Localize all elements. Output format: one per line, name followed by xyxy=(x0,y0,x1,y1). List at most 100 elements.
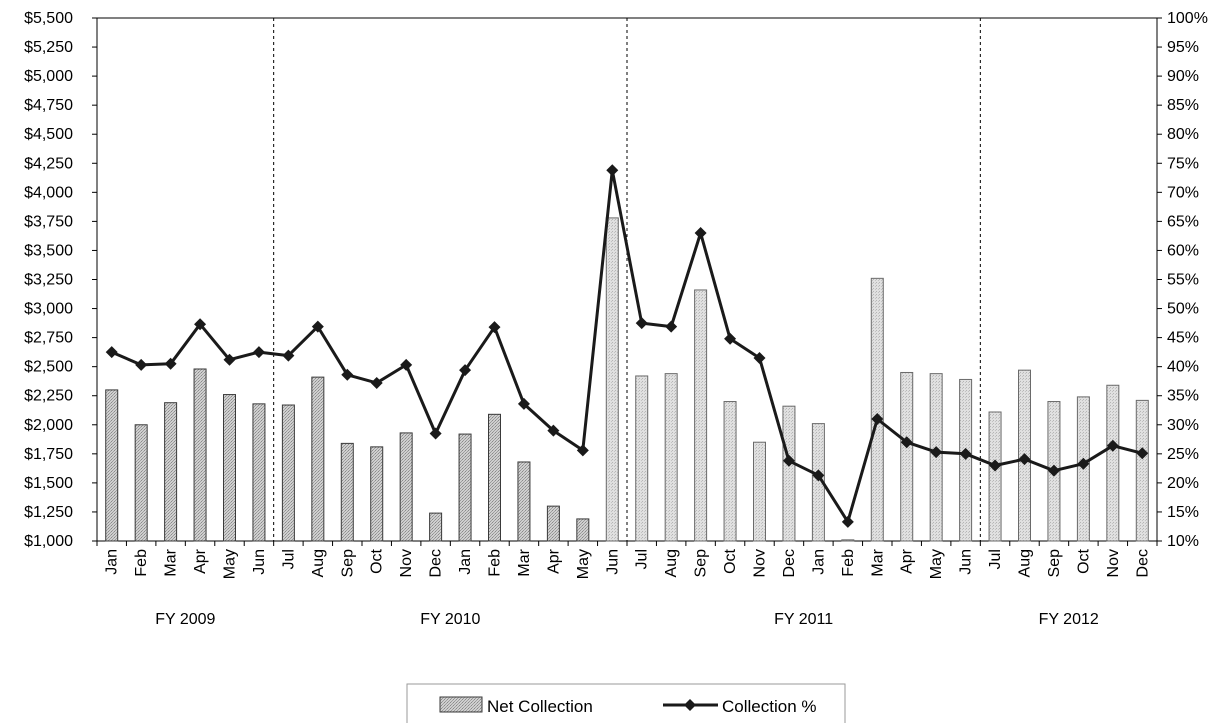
point-collection-pct xyxy=(400,358,413,371)
bar-net-collection xyxy=(635,375,649,542)
category-label: Dec xyxy=(428,549,445,577)
left-axis-tick-label: $4,750 xyxy=(24,97,73,114)
bar-net-collection xyxy=(723,401,737,542)
right-axis-tick-label: 45% xyxy=(1167,330,1199,347)
category-label: Nov xyxy=(1105,549,1122,577)
category-label: Feb xyxy=(133,549,150,577)
bar-net-collection xyxy=(370,446,384,542)
bar-net-collection xyxy=(753,441,766,542)
point-collection-pct xyxy=(665,320,678,333)
category-label: Dec xyxy=(1134,549,1151,577)
bar-net-collection xyxy=(900,371,914,542)
category-label: Aug xyxy=(663,549,680,577)
category-label: Sep xyxy=(339,549,356,578)
category-label: Feb xyxy=(487,549,504,577)
point-collection-pct xyxy=(606,164,619,177)
bar-net-collection xyxy=(458,433,472,542)
bar-net-collection xyxy=(281,404,295,542)
point-collection-pct xyxy=(930,446,943,459)
legend-label-collection-pct: Collection % xyxy=(722,697,817,716)
right-axis-tick-label: 25% xyxy=(1167,446,1199,463)
point-collection-pct xyxy=(635,317,648,330)
left-axis-tick-label: $3,250 xyxy=(24,272,73,289)
bar-net-collection xyxy=(1135,399,1149,542)
bar-net-collection xyxy=(988,411,1002,542)
right-axis-tick-label: 15% xyxy=(1167,504,1199,521)
bars-layer xyxy=(105,217,1149,542)
category-label: Feb xyxy=(840,549,857,577)
point-collection-pct xyxy=(900,436,913,449)
bar-net-collection xyxy=(664,373,678,542)
left-axis-tick-label: $3,500 xyxy=(24,242,73,259)
point-collection-pct xyxy=(223,353,236,366)
bar-net-collection xyxy=(488,413,501,542)
category-label: Mar xyxy=(516,548,533,576)
fiscal-year-label: FY 2010 xyxy=(420,611,480,628)
category-label: Jan xyxy=(104,549,121,575)
point-collection-pct xyxy=(989,459,1002,472)
bar-net-collection xyxy=(694,289,708,542)
category-label: Jan xyxy=(810,549,827,575)
category-label: Mar xyxy=(163,548,180,576)
point-collection-pct xyxy=(1106,439,1119,452)
right-axis-tick-label: 40% xyxy=(1167,359,1199,376)
point-collection-pct xyxy=(459,364,472,377)
labels-layer: $1,000 $1,250 $1,500 $1,750 $2,000 $2,250 $2,5… xyxy=(24,10,1208,628)
category-label: Jul xyxy=(634,549,651,569)
right-axis-tick-label: 100% xyxy=(1167,10,1208,27)
left-axis-tick-label: $3,000 xyxy=(24,301,73,318)
left-axis-tick-label: $1,000 xyxy=(24,533,73,550)
right-axis-tick-label: 95% xyxy=(1167,39,1199,56)
category-label: Nov xyxy=(752,549,769,577)
right-axis-tick-label: 85% xyxy=(1167,97,1199,114)
category-label: Jan xyxy=(457,549,474,575)
category-label: Apr xyxy=(192,548,209,574)
bar-net-collection xyxy=(782,405,796,542)
right-axis-tick-label: 20% xyxy=(1167,475,1199,492)
fiscal-year-label: FY 2012 xyxy=(1039,611,1099,628)
left-axis-tick-label: $1,500 xyxy=(24,475,73,492)
fiscal-year-label: FY 2011 xyxy=(774,611,833,628)
category-label: Nov xyxy=(398,549,415,577)
point-collection-pct xyxy=(194,318,207,331)
category-label: Mar xyxy=(869,548,886,576)
left-axis-tick-label: $2,250 xyxy=(24,388,73,405)
point-collection-pct xyxy=(1077,457,1090,470)
left-axis-tick-label: $4,250 xyxy=(24,155,73,172)
category-label: May xyxy=(222,549,239,579)
right-axis-tick-label: 80% xyxy=(1167,126,1199,143)
category-label: Jul xyxy=(280,549,297,569)
category-label: Apr xyxy=(545,548,562,574)
legend-label-net-collection: Net Collection xyxy=(487,697,593,716)
category-label: Jun xyxy=(604,549,621,575)
left-axis-tick-label: $4,500 xyxy=(24,126,73,143)
category-label: Oct xyxy=(722,548,739,573)
category-label: Jul xyxy=(987,549,1004,569)
left-axis-tick-label: $1,750 xyxy=(24,446,73,463)
bar-net-collection xyxy=(841,539,855,542)
left-axis-tick-label: $5,000 xyxy=(24,68,73,85)
bar-net-collection xyxy=(134,424,148,542)
fiscal-year-label: FY 2009 xyxy=(155,611,215,628)
bar-net-collection xyxy=(429,512,443,542)
left-axis-tick-label: $3,750 xyxy=(24,213,73,230)
point-collection-pct xyxy=(164,357,177,370)
point-collection-pct xyxy=(252,346,265,359)
point-collection-pct xyxy=(547,424,560,437)
bar-net-collection xyxy=(959,378,973,542)
point-collection-pct xyxy=(1018,453,1031,466)
category-label: Aug xyxy=(310,549,327,577)
right-axis-tick-label: 65% xyxy=(1167,213,1199,230)
category-label: Sep xyxy=(1046,549,1063,578)
bar-net-collection xyxy=(164,402,178,542)
point-collection-pct xyxy=(841,515,854,528)
left-axis-tick-label: $2,000 xyxy=(24,417,73,434)
bar-net-collection xyxy=(252,403,266,542)
bar-net-collection xyxy=(399,432,413,542)
category-label: Apr xyxy=(899,548,916,574)
right-axis-tick-label: 10% xyxy=(1167,533,1199,550)
left-axis-tick-label: $5,250 xyxy=(24,39,73,56)
point-collection-pct xyxy=(105,346,118,359)
left-axis-tick-label: $2,500 xyxy=(24,359,73,376)
